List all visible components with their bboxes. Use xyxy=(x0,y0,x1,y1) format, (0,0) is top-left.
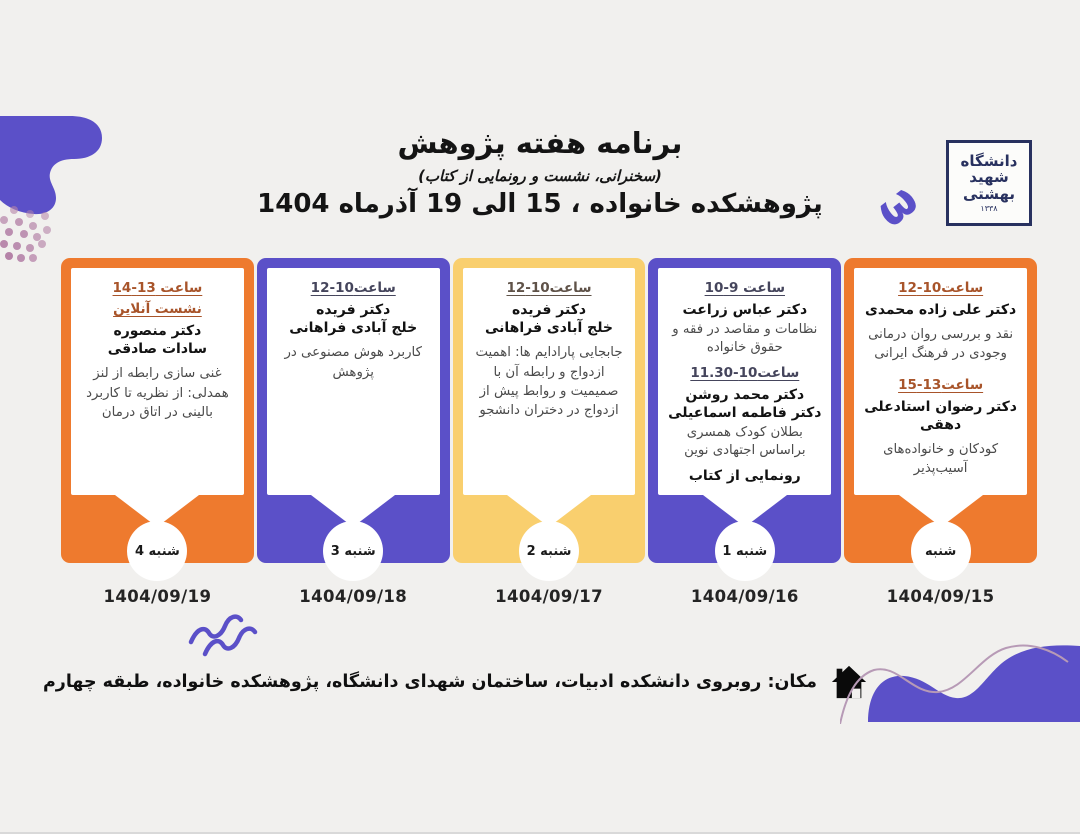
wave-blob-decoration xyxy=(840,644,1080,724)
session-time: ساعت 13-14 xyxy=(112,280,203,296)
day-card-panel: ساعت10-12 دکتر فریده خلج آبادی فراهانی ک… xyxy=(266,268,440,495)
session-time: ساعت10-12 xyxy=(898,280,984,296)
session-speaker: دکتر رضوان استادعلی دهقی xyxy=(864,398,1017,433)
session: ساعت10-12 دکتر علی زاده محمدی نقد و بررس… xyxy=(860,280,1021,364)
day-name-badge: 3 شنبه xyxy=(323,521,384,581)
bottom-edge-line xyxy=(0,832,1080,834)
session-topic: نظامات و مقاصد در فقه و حقوق خانواده xyxy=(672,322,818,356)
schedule-cards-row: ساعت10-12 دکتر علی زاده محمدی نقد و بررس… xyxy=(61,258,1037,606)
day-card: ساعت10-12 دکتر علی زاده محمدی نقد و بررس… xyxy=(844,258,1037,581)
day-column-saturday: ساعت10-12 دکتر علی زاده محمدی نقد و بررس… xyxy=(844,258,1037,606)
poster-header: برنامه هفته پژوهش (سخنرانی، نشست و رونما… xyxy=(0,126,1080,219)
location-bar: مکان: روبروی دانشکده ادبیات، ساختمان شهد… xyxy=(43,658,868,706)
corner-blob-decoration xyxy=(0,116,102,215)
session-speaker: دکتر فریده xyxy=(511,302,587,318)
day-column-monday: ساعت10-12 دکتر فریده خلج آبادی فراهانی ج… xyxy=(452,258,646,606)
session-speaker: دکتر منصوره xyxy=(113,323,202,339)
day-date: 1404/09/16 xyxy=(690,587,799,606)
session-speaker: دکتر عباس زراعت xyxy=(682,302,808,318)
day-card: ساعت 9-10 دکتر عباس زراعت نظامات و مقاصد… xyxy=(648,258,842,581)
book-unveiling-note: رونمایی از کتاب xyxy=(688,468,801,485)
session: ساعت 9-10 دکتر عباس زراعت نظامات و مقاصد… xyxy=(664,280,825,357)
squiggle-decoration xyxy=(188,614,258,657)
day-card-panel: ساعت 9-10 دکتر عباس زراعت نظامات و مقاصد… xyxy=(658,268,832,495)
day-card: ساعت10-12 دکتر فریده خلج آبادی فراهانی ج… xyxy=(452,258,646,581)
session: ساعت10-12 دکتر فریده خلج آبادی فراهانی ک… xyxy=(273,280,434,382)
dots-decoration xyxy=(0,206,51,262)
session-speaker: دکتر محمد روشن xyxy=(685,387,805,404)
session-topic: جابجایی پارادایم ها: اهمیت ازدواج و رابط… xyxy=(475,345,623,419)
day-column-sunday: ساعت 9-10 دکتر عباس زراعت نظامات و مقاصد… xyxy=(648,258,842,606)
session-time: ساعت10-12 xyxy=(310,280,396,296)
session-speaker: دکتر فریده xyxy=(316,302,391,318)
session: ساعت13-15 دکتر رضوان استادعلی دهقی کودکا… xyxy=(860,377,1021,479)
session: ساعت 13-14 نشست آنلاین دکتر منصوره سادات… xyxy=(77,280,238,422)
session-speaker: دکتر فاطمه اسماعیلی xyxy=(668,405,822,422)
shahid-beheshti-university-logo: دانشگاه شهید بهشتی ۱۳۳۸ xyxy=(946,140,1032,226)
session-time: ساعت 9-10 xyxy=(704,280,785,296)
session: ساعت10-12 دکتر فریده خلج آبادی فراهانی ج… xyxy=(469,280,630,420)
session-time: ساعت10-12 xyxy=(506,280,592,296)
day-name-badge: شنبه xyxy=(910,521,971,581)
session-topic: کاربرد هوش مصنوعی در پژوهش xyxy=(284,345,422,380)
poster-subtitle: (سخنرانی، نشست و رونمایی از کتاب) xyxy=(418,167,662,185)
logo-text-line: شهید xyxy=(969,168,1009,187)
session-topic: نقد و بررسی روان درمانی وجودی در فرهنگ ا… xyxy=(868,327,1014,362)
day-name-badge: 4 شنبه xyxy=(127,521,188,581)
day-card: ساعت 13-14 نشست آنلاین دکتر منصوره سادات… xyxy=(61,258,254,581)
session-topic: کودکان و خانواده‌های آسیب‌پذیر xyxy=(883,442,999,477)
day-date: 1404/09/15 xyxy=(886,587,995,606)
day-card-panel: ساعت10-12 دکتر علی زاده محمدی نقد و بررس… xyxy=(854,268,1027,495)
session-time: ساعت13-15 xyxy=(898,376,984,393)
day-card-panel: ساعت10-12 دکتر فریده خلج آبادی فراهانی ج… xyxy=(462,268,636,495)
day-card: ساعت10-12 دکتر فریده خلج آبادی فراهانی ک… xyxy=(256,258,450,581)
session-time: ساعت10-11.30 xyxy=(690,365,800,382)
session-topic: بطلان کودک همسری براساس اجتهادی نوین xyxy=(684,425,806,459)
session-topic: غنی سازی رابطه از لنز همدلی: از نظریه تا… xyxy=(86,366,229,420)
logo-text-line: دانشگاه xyxy=(960,151,1018,170)
location-text: مکان: روبروی دانشکده ادبیات، ساختمان شهد… xyxy=(42,672,817,692)
day-date: 1404/09/18 xyxy=(299,587,408,606)
day-name-badge: 2 شنبه xyxy=(519,521,579,581)
day-date: 1404/09/19 xyxy=(103,587,212,606)
day-column-wednesday: ساعت 13-14 نشست آنلاین دکتر منصوره سادات… xyxy=(61,258,254,606)
session-speaker: دکتر علی زاده محمدی xyxy=(865,302,1017,318)
session-online-note: نشست آنلاین xyxy=(113,301,202,317)
session: ساعت10-11.30 دکتر محمد روشن دکتر فاطمه ا… xyxy=(664,365,825,484)
day-column-tuesday: ساعت10-12 دکتر فریده خلج آبادی فراهانی ک… xyxy=(256,258,450,606)
day-date: 1404/09/17 xyxy=(495,587,603,606)
institute-and-dates: پژوهشکده خانواده ، 15 الی 19 آذرماه 1404 xyxy=(257,189,823,219)
logo-text-line: بهشتی xyxy=(962,184,1016,203)
session-speaker: خلج آبادی فراهانی xyxy=(289,320,418,337)
day-name-badge: 1 شنبه xyxy=(714,521,775,581)
poster-title: برنامه هفته پژوهش xyxy=(397,126,683,160)
logo-year: ۱۳۳۸ xyxy=(980,204,998,214)
session-speaker: سادات صادقی xyxy=(107,341,208,358)
session-speaker: خلج آبادی فراهانی xyxy=(484,320,614,337)
day-card-panel: ساعت 13-14 نشست آنلاین دکتر منصوره سادات… xyxy=(71,268,244,495)
home-icon xyxy=(831,665,867,699)
